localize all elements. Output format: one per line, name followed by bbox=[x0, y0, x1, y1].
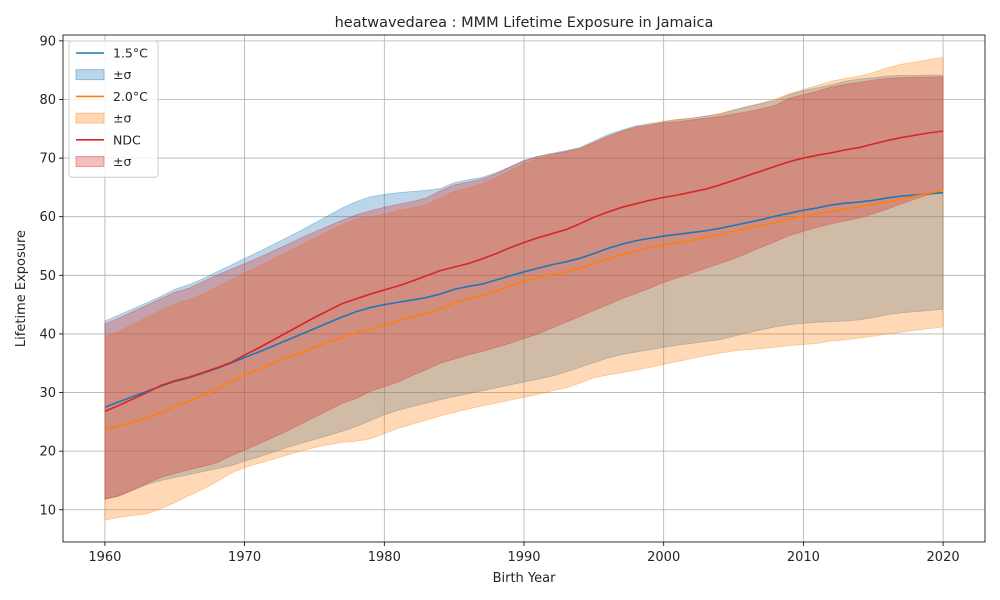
y-tick-label: 90 bbox=[39, 34, 56, 49]
legend-label: 2.0°C bbox=[113, 89, 148, 104]
legend-label: ±σ bbox=[113, 111, 131, 126]
x-tick-label: 1960 bbox=[88, 550, 121, 565]
legend-label: ±σ bbox=[113, 154, 131, 169]
series-line bbox=[104, 191, 944, 408]
y-tick-label: 70 bbox=[39, 152, 56, 167]
y-tick-label: 30 bbox=[39, 386, 56, 401]
legend-box bbox=[68, 40, 159, 178]
x-tick-label: 2010 bbox=[787, 550, 820, 565]
legend-band-swatch bbox=[75, 156, 105, 167]
x-axis: 1960 1970 1980 1990 2000 2010 2020 bbox=[88, 542, 960, 565]
x-tick-label: 1990 bbox=[507, 550, 540, 565]
legend-label: NDC bbox=[113, 132, 141, 147]
x-tick-label: 1980 bbox=[368, 550, 401, 565]
y-tick-label: 10 bbox=[39, 503, 56, 518]
grid bbox=[63, 35, 985, 542]
x-tick-label: 2020 bbox=[927, 550, 960, 565]
legend-band-swatch bbox=[75, 69, 105, 81]
legend-band-swatch bbox=[75, 112, 105, 124]
y-tick-label: 20 bbox=[39, 445, 56, 460]
legend-label: 1.5°C bbox=[113, 46, 148, 61]
legend-label: ±σ bbox=[113, 67, 131, 82]
series-line bbox=[104, 189, 944, 431]
line-layer bbox=[104, 130, 944, 431]
x-tick-label: 1970 bbox=[228, 550, 261, 565]
x-axis-label: Birth Year bbox=[493, 571, 557, 586]
sigma-band bbox=[104, 56, 944, 521]
legend: 1.5°C ±σ 2.0°C ±σ NDC ±σ bbox=[68, 40, 159, 178]
y-tick-label: 50 bbox=[39, 269, 56, 284]
y-tick-label: 80 bbox=[39, 93, 56, 108]
series-line bbox=[104, 130, 944, 413]
x-tick-label: 2000 bbox=[647, 550, 680, 565]
y-axis: 10 20 30 40 50 60 70 80 90 bbox=[39, 34, 63, 518]
y-tick-label: 60 bbox=[39, 210, 56, 225]
y-tick-label: 40 bbox=[39, 327, 56, 342]
chart-title: heatwavedarea : MMM Lifetime Exposure in… bbox=[335, 15, 714, 31]
y-axis-label: Lifetime Exposure bbox=[14, 230, 29, 347]
